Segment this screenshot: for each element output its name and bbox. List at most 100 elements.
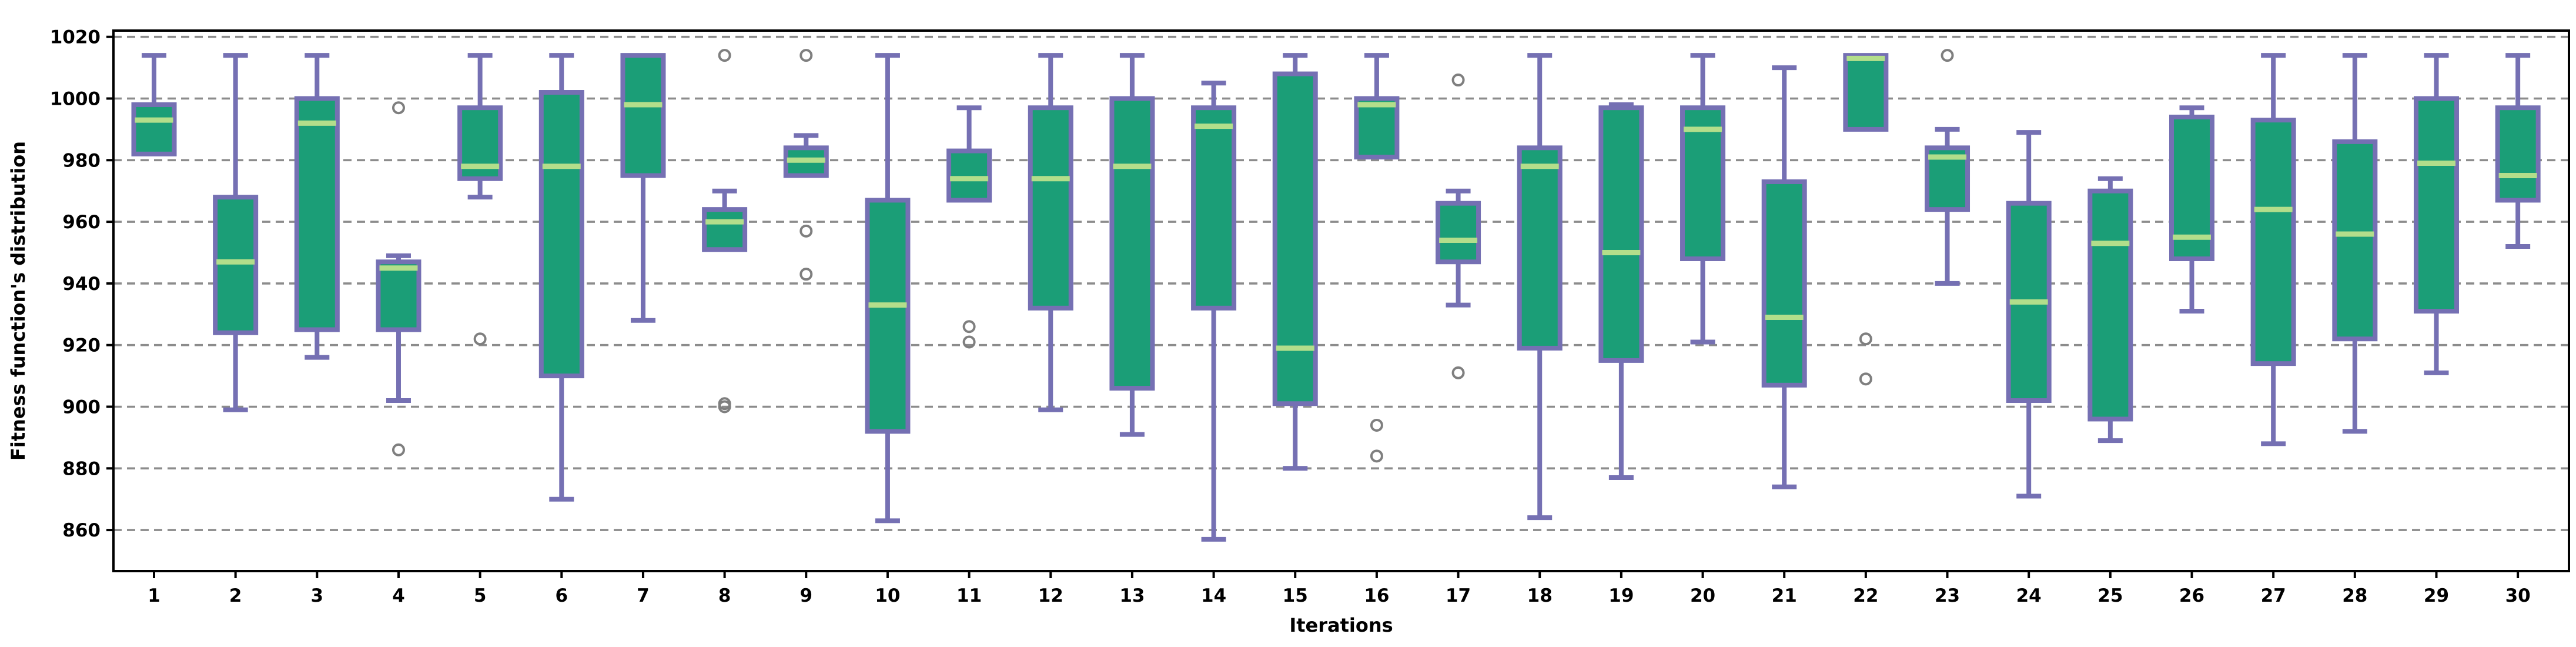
- iqr-box: [2087, 188, 2133, 422]
- y-tick-label: 1000: [50, 89, 101, 110]
- outlier-marker: [1859, 332, 1872, 346]
- x-tick-label: 3: [311, 585, 324, 606]
- outlier-marker: [1451, 366, 1465, 379]
- outlier-marker: [392, 443, 405, 456]
- iqr-box: [2495, 105, 2541, 203]
- x-tick-label: 6: [556, 585, 568, 606]
- x-tick-label: 20: [1690, 585, 1715, 606]
- x-tick-label: 7: [637, 585, 650, 606]
- x-tick-label: 1: [148, 585, 160, 606]
- x-tick-label: 27: [2261, 585, 2286, 606]
- outlier-marker: [1370, 418, 1383, 432]
- box-group-7: [620, 53, 666, 323]
- box-group-17: [1436, 74, 1481, 379]
- box-group-25: [2087, 176, 2133, 443]
- y-tick-label: 1020: [50, 27, 101, 48]
- x-tick-label: 26: [2179, 585, 2204, 606]
- box-group-16: [1354, 53, 1400, 463]
- iqr-box: [1680, 105, 1726, 261]
- x-tick-label: 14: [1201, 585, 1226, 606]
- outlier-marker: [799, 49, 813, 62]
- y-axis: 860 880 900 920 940 960 980 1000 1020: [50, 27, 113, 541]
- iqr-box: [2413, 96, 2459, 314]
- iqr-box: [1191, 105, 1237, 311]
- y-axis-label: Fitness function's distribution: [7, 141, 29, 461]
- x-tick-label: 15: [1283, 585, 1308, 606]
- iqr-box: [2250, 118, 2296, 366]
- box-group-8: [702, 49, 748, 413]
- box-group-23: [1925, 49, 1971, 286]
- box-group-26: [2169, 105, 2214, 314]
- x-axis-label: Iterations: [1289, 614, 1393, 636]
- box-group-9: [783, 49, 829, 281]
- y-tick-label: 940: [62, 274, 101, 295]
- x-tick-label: 30: [2505, 585, 2531, 606]
- box-group-21: [1761, 65, 1807, 489]
- box-group-10: [865, 53, 911, 523]
- iqr-box: [1843, 53, 1889, 132]
- box-group-4: [376, 101, 421, 456]
- x-tick-label: 16: [1364, 585, 1389, 606]
- outlier-marker: [718, 400, 731, 413]
- iqr-box: [1354, 96, 1400, 160]
- box-group-12: [1028, 53, 1073, 412]
- x-tick-label: 18: [1527, 585, 1553, 606]
- plot-border: [112, 29, 2570, 572]
- box-group-2: [213, 53, 259, 412]
- box-group-5: [457, 53, 503, 346]
- x-tick-label: 29: [2424, 585, 2449, 606]
- box-group-24: [2006, 130, 2052, 499]
- x-tick-label: 22: [1853, 585, 1878, 606]
- outlier-marker: [1451, 74, 1465, 87]
- outlier-marker: [962, 335, 976, 349]
- gridlines: [113, 35, 2569, 531]
- outlier-marker: [718, 49, 731, 62]
- box-group-19: [1598, 102, 1644, 481]
- box-group-11: [946, 105, 992, 349]
- x-tick-label: 4: [392, 585, 405, 606]
- box-group-1: [131, 53, 177, 156]
- box-group-20: [1680, 53, 1726, 345]
- iqr-box: [702, 207, 748, 252]
- iqr-box: [620, 53, 666, 178]
- box-group-15: [1272, 53, 1318, 471]
- iqr-box: [946, 148, 992, 203]
- x-tick-label: 23: [1935, 585, 1960, 606]
- y-tick-label: 960: [62, 212, 101, 233]
- iqr-box: [1436, 201, 1481, 265]
- iqr-box: [1517, 145, 1563, 351]
- box-group-28: [2332, 53, 2378, 434]
- x-tick-label: 25: [2097, 585, 2123, 606]
- x-tick-label: 12: [1038, 585, 1063, 606]
- iqr-box: [2332, 139, 2378, 342]
- outlier-marker: [392, 101, 405, 115]
- y-tick-label: 980: [62, 150, 101, 171]
- iqr-box: [1028, 105, 1073, 311]
- y-tick-label: 900: [62, 397, 101, 418]
- x-tick-label: 8: [718, 585, 731, 606]
- x-tick-label: 24: [2016, 585, 2042, 606]
- x-tick-label: 5: [474, 585, 487, 606]
- box-group-30: [2495, 53, 2541, 249]
- y-tick-label: 880: [62, 458, 101, 479]
- box-group-22: [1843, 53, 1889, 386]
- outlier-marker: [799, 224, 813, 238]
- x-tick-label: 9: [799, 585, 812, 606]
- x-tick-label: 11: [956, 585, 982, 606]
- y-tick-label: 920: [62, 335, 101, 356]
- x-tick-label: 17: [1446, 585, 1471, 606]
- box-group-27: [2250, 53, 2296, 446]
- outlier-marker: [962, 320, 976, 333]
- x-tick-label: 2: [229, 585, 242, 606]
- iqr-box: [538, 90, 584, 379]
- outlier-marker: [1941, 49, 1954, 62]
- iqr-box: [1761, 179, 1807, 388]
- iqr-box: [213, 195, 259, 335]
- y-tick-label: 860: [62, 520, 101, 541]
- box-group-3: [294, 53, 340, 360]
- x-axis: 1 2 3 4 5 6 7 8 9 10 11 12 13 14 15 16 17 18 19 20 21 22 23 24 2…: [148, 571, 2531, 606]
- outlier-marker: [799, 268, 813, 281]
- iqr-box: [376, 259, 421, 332]
